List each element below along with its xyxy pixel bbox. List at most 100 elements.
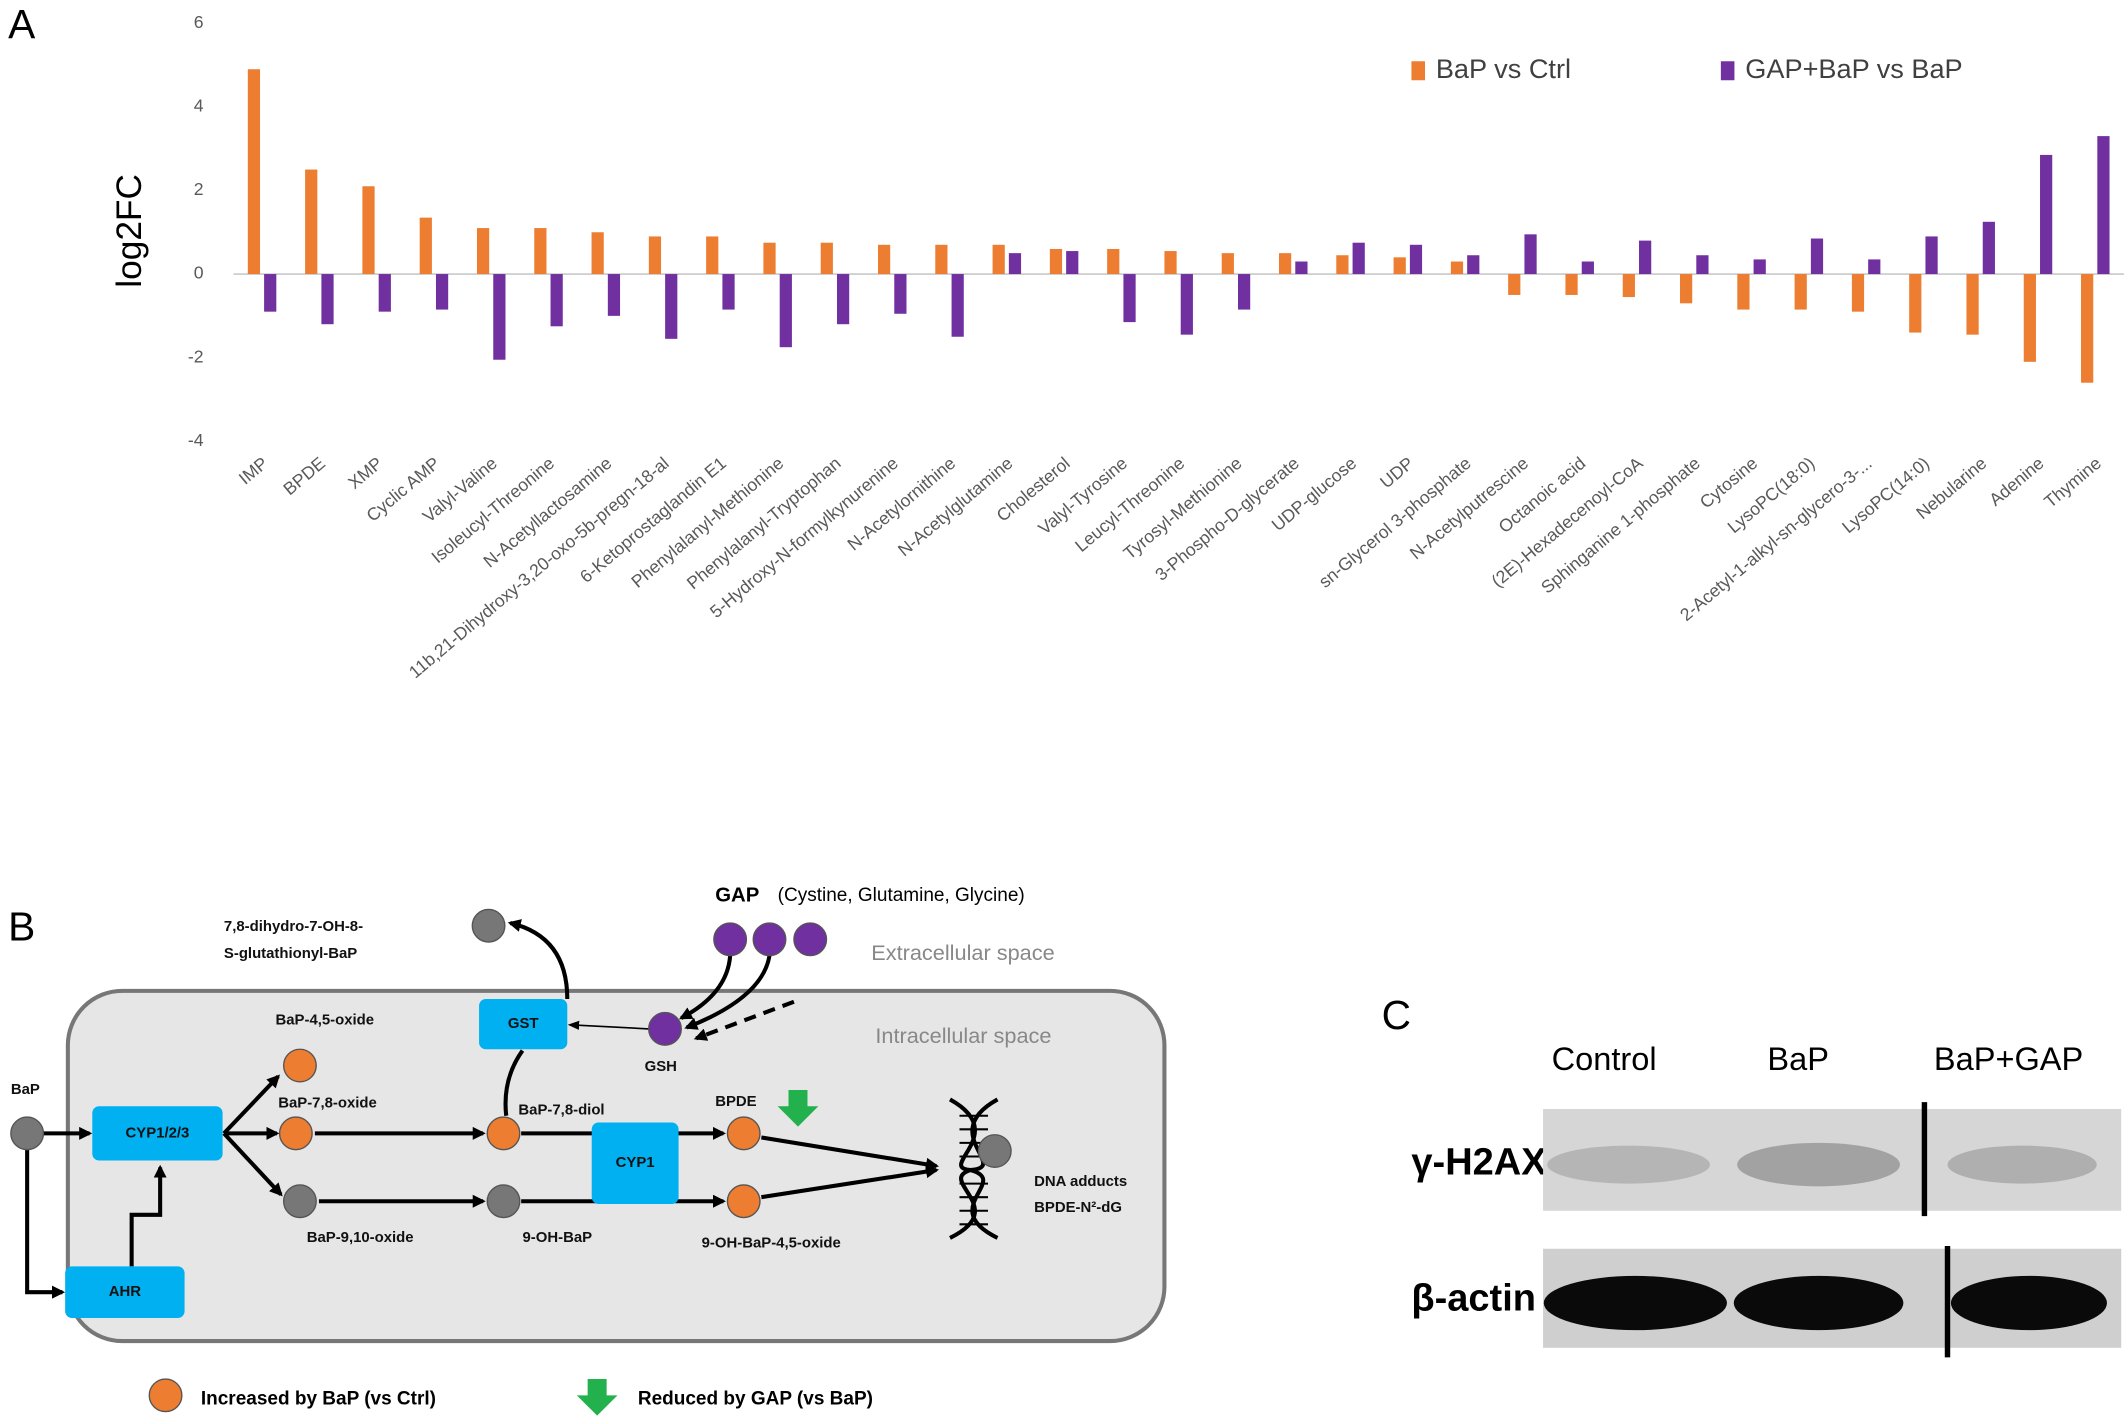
bar bbox=[1696, 255, 1709, 275]
y-tick-label: 2 bbox=[194, 179, 204, 199]
bar bbox=[1737, 274, 1750, 310]
bar bbox=[1810, 238, 1824, 275]
bar bbox=[877, 244, 891, 275]
arrow bbox=[678, 955, 733, 1020]
bar bbox=[1467, 255, 1480, 275]
bar bbox=[1008, 253, 1022, 275]
metabolite-increased bbox=[486, 1116, 521, 1151]
bar bbox=[836, 274, 850, 325]
bar bbox=[763, 242, 776, 275]
reduced-arrow bbox=[777, 1089, 819, 1127]
bar bbox=[1639, 240, 1652, 275]
enzyme-box bbox=[65, 1266, 185, 1318]
node-label: 9-OH-BaP bbox=[523, 1229, 593, 1246]
node-label: BaP-9,10-oxide bbox=[307, 1229, 414, 1246]
bar bbox=[493, 274, 506, 360]
panel-label: B bbox=[8, 904, 35, 950]
band bbox=[1543, 1275, 1727, 1331]
bar bbox=[534, 228, 547, 275]
y-tick-label: 0 bbox=[194, 263, 204, 283]
bar bbox=[1409, 244, 1423, 275]
gap-label: GAP bbox=[715, 884, 759, 906]
bar bbox=[2023, 274, 2036, 362]
arrow bbox=[761, 1165, 940, 1200]
gap-detail: (Cystine, Glutamine, Glycine) bbox=[778, 885, 1025, 906]
node-label: BPDE-N²-dG bbox=[1034, 1199, 1122, 1216]
panel-label: C bbox=[1382, 992, 1411, 1038]
enzyme-label: AHR bbox=[109, 1283, 142, 1300]
enzyme-box bbox=[92, 1106, 223, 1161]
gsh-precursor bbox=[752, 922, 787, 957]
bar bbox=[1680, 274, 1693, 304]
metabolite bbox=[282, 1184, 317, 1219]
row-label: β-actin bbox=[1411, 1277, 1536, 1319]
bar bbox=[992, 244, 1005, 275]
bar bbox=[378, 274, 391, 312]
bar bbox=[1909, 274, 1922, 333]
bar bbox=[1221, 253, 1234, 275]
node-label: DNA adducts bbox=[1034, 1173, 1127, 1190]
bar bbox=[1295, 261, 1308, 275]
bar bbox=[419, 217, 432, 275]
x-tick-label: BPDE bbox=[279, 453, 329, 499]
bar bbox=[362, 186, 375, 275]
bar bbox=[1279, 253, 1292, 275]
node-label: BaP-4,5-oxide bbox=[276, 1012, 375, 1029]
bar bbox=[264, 274, 277, 312]
metabolite bbox=[486, 1184, 521, 1219]
x-tick-label: Adenine bbox=[1985, 453, 2048, 510]
legend-dot bbox=[148, 1378, 183, 1413]
gsh-precursor bbox=[648, 1011, 682, 1046]
metabolite bbox=[10, 1116, 45, 1151]
metabolite-increased bbox=[278, 1116, 313, 1151]
x-tick-label: IMP bbox=[235, 453, 272, 488]
arrow bbox=[507, 919, 570, 1000]
metabolite-increased bbox=[726, 1116, 761, 1151]
bar bbox=[435, 274, 449, 310]
bar bbox=[1565, 274, 1578, 295]
bar bbox=[550, 274, 563, 327]
bar bbox=[1925, 236, 1938, 275]
bar bbox=[706, 236, 719, 275]
gsh-precursor bbox=[713, 922, 748, 957]
bar bbox=[1966, 274, 1979, 335]
bar bbox=[2097, 136, 2110, 275]
arrow bbox=[684, 955, 772, 1030]
node-label: BaP bbox=[11, 1081, 40, 1098]
bar bbox=[1524, 234, 1537, 275]
arrow bbox=[567, 1020, 649, 1030]
bar bbox=[1753, 259, 1766, 275]
bar bbox=[1508, 274, 1521, 295]
bar bbox=[1180, 274, 1193, 335]
enzyme-label: CYP1 bbox=[616, 1154, 655, 1171]
band bbox=[1950, 1275, 2107, 1331]
row-label: γ-H2AX bbox=[1411, 1142, 1547, 1184]
x-tick-label: Thymine bbox=[2040, 453, 2105, 512]
bar bbox=[607, 274, 621, 316]
y-axis-label: log2FC bbox=[110, 174, 149, 288]
bar bbox=[1581, 261, 1594, 275]
band bbox=[1737, 1142, 1900, 1187]
node-label: GSH bbox=[645, 1058, 677, 1075]
lane-label: Control bbox=[1552, 1041, 1657, 1077]
arrow bbox=[222, 1074, 281, 1135]
x-tick-label: XMP bbox=[344, 453, 386, 493]
bar bbox=[779, 274, 792, 348]
metabolite-increased bbox=[282, 1048, 317, 1083]
bar bbox=[2081, 274, 2094, 383]
reduced-arrow bbox=[576, 1379, 618, 1416]
bar bbox=[935, 244, 948, 275]
arrow bbox=[222, 1132, 283, 1197]
bar bbox=[1123, 274, 1136, 323]
bar bbox=[1622, 274, 1635, 298]
bar bbox=[665, 274, 678, 339]
bar bbox=[1336, 255, 1349, 275]
bar bbox=[2040, 154, 2053, 275]
bar bbox=[820, 242, 833, 275]
diagram-legend: Increased by BaP (vs Ctrl) bbox=[201, 1388, 436, 1409]
metabolite bbox=[977, 1134, 1012, 1169]
lane-label: BaP bbox=[1767, 1041, 1829, 1077]
bar bbox=[1851, 274, 1865, 312]
arrow bbox=[693, 999, 795, 1041]
y-tick-label: 4 bbox=[194, 96, 204, 116]
